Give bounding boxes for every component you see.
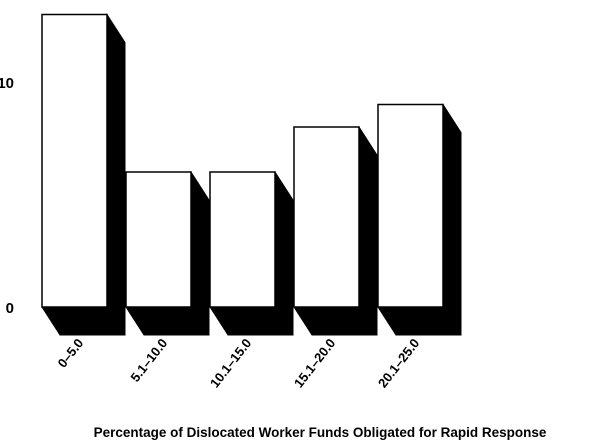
bar-face: [41, 13, 108, 308]
bar-face: [293, 126, 360, 308]
x-tick-label: 20.1–25.0: [375, 336, 422, 391]
bar-5: [377, 103, 462, 336]
bar-2: [125, 170, 210, 336]
bar-face: [125, 171, 192, 308]
x-tick-labels: 0–5.0 5.1–10.0 10.1–15.0 15.1–20.0 20.1–25.0: [55, 336, 423, 391]
y-tick-label: 0: [6, 300, 14, 317]
y-tick-label: 10: [0, 75, 14, 92]
bars-group: [41, 13, 462, 336]
y-tick-labels: 0 10: [0, 75, 14, 317]
bar-face: [377, 103, 444, 308]
x-tick-label: 10.1–15.0: [207, 336, 254, 391]
x-axis-label: Percentage of Dislocated Worker Funds Ob…: [94, 425, 547, 440]
x-tick-label: 5.1–10.0: [127, 336, 170, 385]
x-tick-label: 0–5.0: [55, 336, 87, 371]
bar-3: [209, 170, 294, 336]
bar-face: [209, 171, 276, 308]
bar-1: [41, 13, 126, 336]
bar-4: [293, 125, 378, 336]
x-tick-label: 15.1–20.0: [291, 336, 338, 391]
